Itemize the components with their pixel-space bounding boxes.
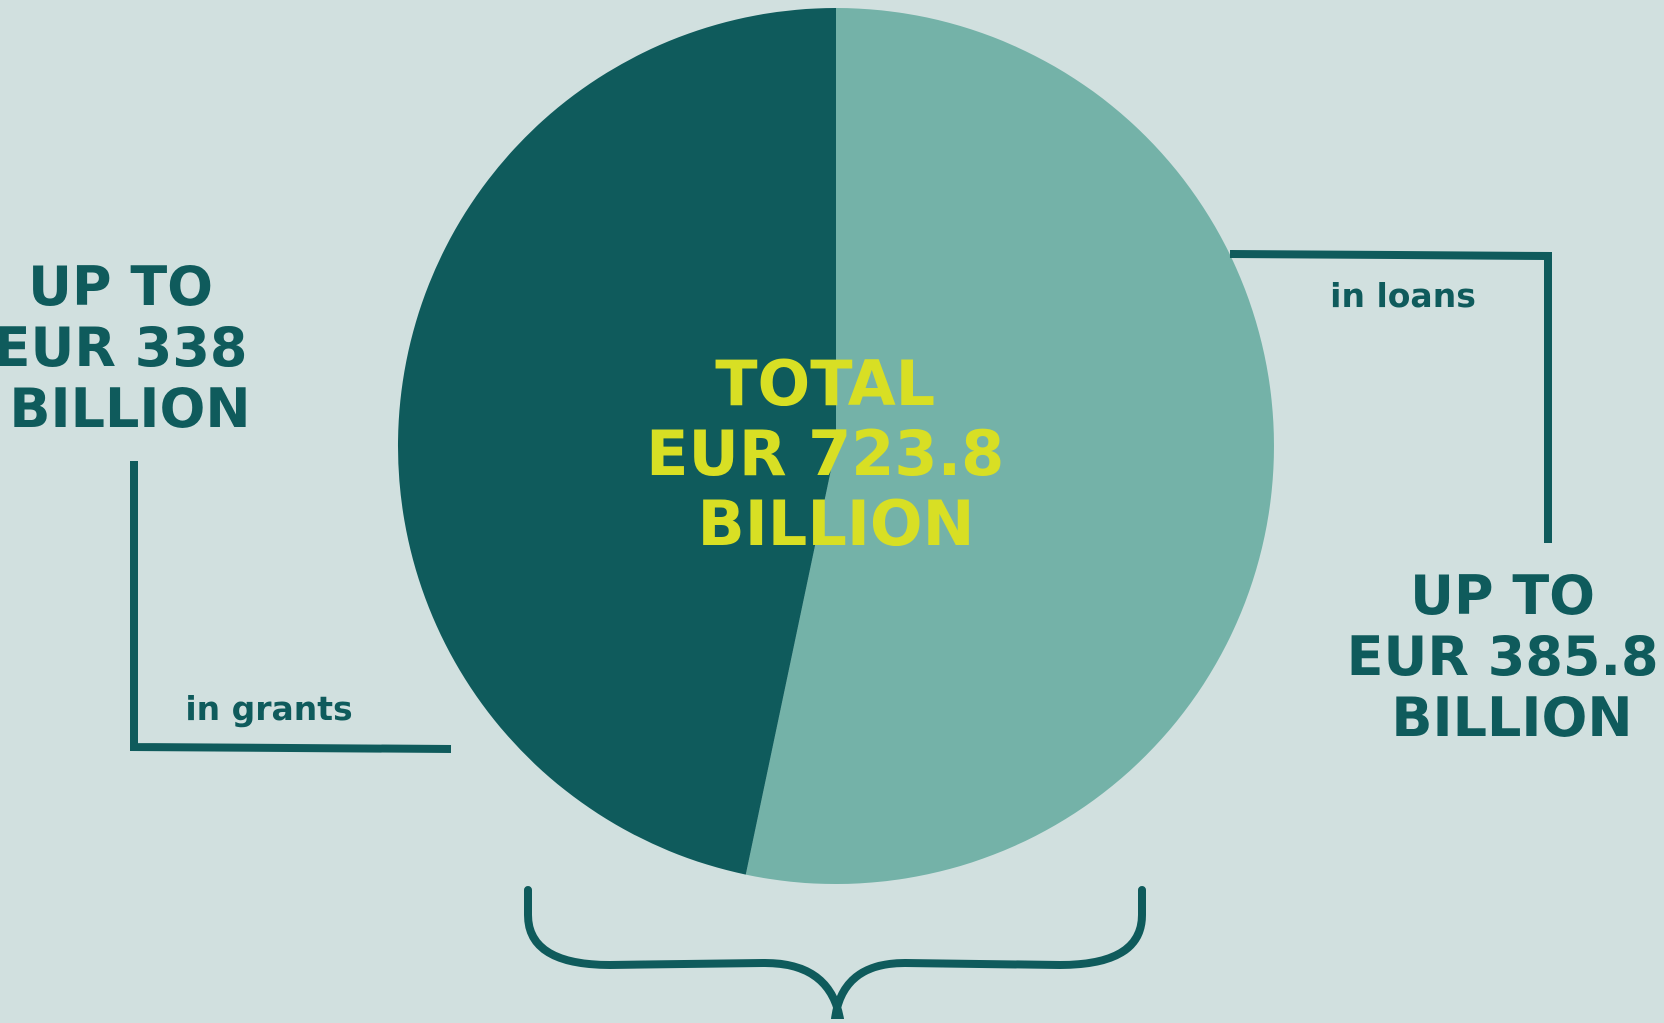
grants-series-name: in grants: [185, 689, 352, 728]
slice-loans: [745, 8, 1274, 884]
center-total-label: TOTAL EUR 723.8 BILLION: [646, 347, 1026, 560]
center-label-line-2: EUR 723.8: [646, 417, 1004, 490]
loans-leader-line: [1229, 250, 1552, 543]
total-brace-icon: [524, 886, 1146, 1023]
loans-annotation: in loans UP TO EUR 385.8 BILLION: [1229, 250, 1664, 749]
loans-value-label: UP TO EUR 385.8 BILLION: [1347, 564, 1664, 749]
grants-leader-line: [130, 461, 452, 753]
loans-series-name: in loans: [1330, 276, 1476, 315]
slice-grants: [397, 8, 836, 875]
grants-value-label: UP TO EUR 338 BILLION: [0, 255, 266, 440]
grants-annotation: in grants UP TO EUR 338 BILLION: [0, 255, 452, 753]
center-label-line-1: TOTAL: [715, 347, 935, 420]
center-label-line-3: BILLION: [697, 487, 974, 560]
